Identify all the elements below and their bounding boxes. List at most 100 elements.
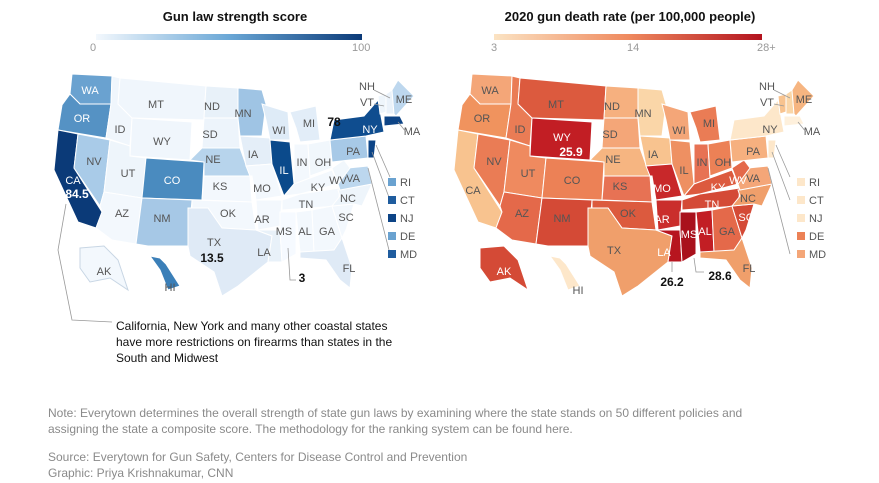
- right-small-nj: NJ: [809, 213, 822, 225]
- left-annotation: California, New York and many other coas…: [116, 319, 392, 365]
- right-label-mn: MN: [634, 108, 651, 120]
- state-ms-r: [679, 211, 697, 263]
- left-label-ak: AK: [97, 266, 112, 278]
- right-label-ca: CA: [465, 185, 481, 197]
- left-small-ct: CT: [400, 195, 415, 207]
- left-label-mt: MT: [148, 99, 164, 111]
- left-label-sc: SC: [338, 212, 353, 224]
- annotation-line-3: South and Midwest: [116, 351, 219, 365]
- left-label-id: ID: [115, 124, 126, 136]
- left-label-mo: MO: [253, 183, 271, 195]
- left-label-wy: WY: [153, 136, 171, 148]
- right-label-id: ID: [515, 124, 526, 136]
- right-label-ks: KS: [613, 181, 628, 193]
- right-label-me: ME: [796, 94, 813, 106]
- left-label-ks: KS: [213, 181, 228, 193]
- state-nj: [367, 139, 377, 159]
- left-label-il: IL: [279, 165, 288, 177]
- state-tx-r: [587, 207, 673, 297]
- left-label-ia: IA: [248, 149, 259, 161]
- left-small-md: MD: [400, 249, 417, 261]
- left-us-map: [53, 73, 415, 297]
- right-label-ia: IA: [648, 149, 659, 161]
- right-label-az: AZ: [515, 208, 529, 220]
- left-map-title: Gun law strength score: [162, 9, 308, 24]
- right-label-or: OR: [474, 113, 491, 125]
- right-label-fl: FL: [743, 263, 756, 275]
- right-label-tx: TX: [607, 245, 622, 257]
- left-label-me: ME: [396, 94, 413, 106]
- right-label-nh: NH: [759, 81, 775, 93]
- left-swatch-ct: [388, 196, 396, 204]
- state-nj-r: [767, 139, 777, 159]
- left-label-la: LA: [257, 247, 271, 259]
- left-label-hi: HI: [165, 282, 176, 294]
- left-label-ga: GA: [319, 226, 336, 238]
- left-label-ky: KY: [311, 182, 326, 194]
- left-label-ca: CA: [65, 175, 81, 187]
- right-label-ky: KY: [711, 182, 726, 194]
- state-wi: [261, 103, 291, 141]
- state-ny-r: [729, 98, 785, 141]
- left-label-pa: PA: [346, 146, 361, 158]
- right-legend-min: 3: [491, 42, 498, 54]
- state-ma-r: [783, 115, 805, 127]
- left-label-wi: WI: [272, 125, 285, 137]
- left-label-ma: MA: [404, 126, 421, 138]
- state-mn-r: [637, 87, 667, 137]
- right-label-nc: NC: [740, 193, 756, 205]
- state-ny: [329, 98, 385, 141]
- right-map-title: 2020 gun death rate (per 100,000 people): [504, 9, 756, 24]
- state-hi: [148, 255, 181, 291]
- left-small-de: DE: [400, 231, 415, 243]
- right-us-map: [453, 73, 815, 297]
- left-small-states-legend: RI CT NJ DE MD: [388, 177, 417, 261]
- right-legend-max: 28+: [757, 42, 776, 54]
- state-vt-r: [777, 93, 787, 115]
- left-label-al: AL: [298, 226, 311, 238]
- callout-wy-rate: 25.9: [559, 145, 583, 159]
- state-mt-r: [517, 77, 607, 121]
- left-legend-bar: [96, 34, 362, 40]
- right-swatch-de: [797, 232, 805, 240]
- state-nm-r: [535, 197, 593, 247]
- left-label-va: VA: [346, 173, 361, 185]
- left-label-wa: WA: [81, 85, 99, 97]
- left-label-tn: TN: [299, 199, 314, 211]
- right-label-pa: PA: [746, 146, 761, 158]
- left-label-ms: MS: [276, 226, 293, 238]
- left-label-ok: OK: [220, 208, 237, 220]
- state-me: [391, 79, 415, 117]
- left-leader-lines: [57, 89, 407, 323]
- right-label-wv: WV: [729, 175, 747, 187]
- state-ak: [79, 245, 129, 292]
- left-label-nc: NC: [340, 193, 356, 205]
- right-label-sc: SC: [738, 212, 753, 224]
- callout-ca-score: 84.5: [65, 187, 89, 201]
- state-mi: [289, 105, 321, 143]
- left-legend-max: 100: [352, 42, 371, 54]
- right-map-labels: WA OR CA NV ID MT WY UT AZ CO NM ND SD N…: [465, 81, 821, 297]
- left-label-nd: ND: [204, 101, 220, 113]
- right-callouts: 25.9 26.2 28.6: [559, 145, 732, 289]
- right-swatch-ct: [797, 196, 805, 204]
- state-tx: [187, 207, 273, 297]
- right-label-wy: WY: [553, 132, 571, 144]
- state-me-r: [791, 79, 815, 117]
- right-label-ar: AR: [654, 214, 669, 226]
- callout-ms-score: 3: [299, 271, 306, 285]
- left-label-wv: WV: [329, 175, 347, 187]
- left-label-ut: UT: [121, 168, 136, 180]
- left-label-vt: VT: [360, 97, 374, 109]
- footer-note-line-1: Note: Everytown determines the overall s…: [48, 406, 743, 420]
- left-label-mi: MI: [303, 118, 315, 130]
- state-mn: [237, 87, 267, 137]
- right-label-mt: MT: [548, 99, 564, 111]
- left-label-or: OR: [74, 113, 91, 125]
- right-label-ga: GA: [719, 226, 736, 238]
- state-fl: [299, 236, 353, 289]
- right-small-ri: RI: [809, 177, 820, 189]
- left-swatch-md: [388, 250, 396, 258]
- right-label-oh: OH: [715, 157, 732, 169]
